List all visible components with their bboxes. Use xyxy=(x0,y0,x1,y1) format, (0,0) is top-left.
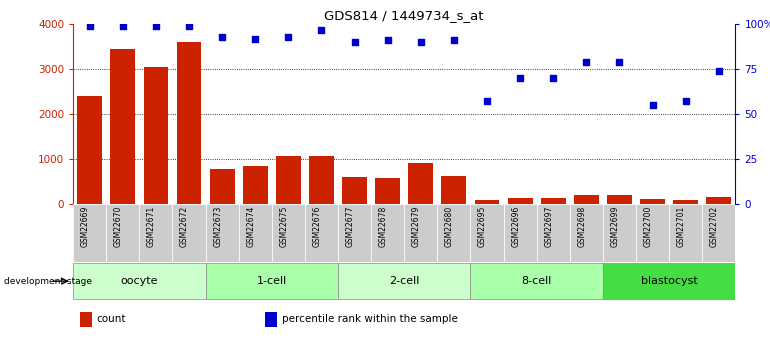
Point xyxy=(680,99,692,104)
Point xyxy=(647,102,659,108)
Text: GSM22674: GSM22674 xyxy=(246,206,256,247)
Bar xyxy=(176,42,202,204)
Text: GSM22678: GSM22678 xyxy=(379,206,388,247)
Point xyxy=(348,39,360,45)
Bar xyxy=(239,204,272,262)
Bar xyxy=(470,204,504,262)
Point xyxy=(480,99,494,104)
Bar xyxy=(338,263,470,299)
Point xyxy=(713,68,725,73)
Text: GSM22672: GSM22672 xyxy=(180,206,189,247)
Bar xyxy=(342,177,367,204)
Text: GSM22700: GSM22700 xyxy=(644,206,653,247)
Text: GSM22702: GSM22702 xyxy=(710,206,719,247)
Text: GSM22673: GSM22673 xyxy=(213,206,223,247)
Bar xyxy=(607,195,632,204)
Bar xyxy=(172,204,206,262)
Text: GSM22695: GSM22695 xyxy=(478,206,487,247)
Text: GSM22697: GSM22697 xyxy=(544,206,554,247)
Bar xyxy=(110,49,136,204)
Bar xyxy=(272,204,305,262)
Bar xyxy=(408,163,434,204)
Point xyxy=(581,59,593,65)
Text: GSM22670: GSM22670 xyxy=(114,206,123,247)
Bar xyxy=(474,199,500,204)
Bar xyxy=(143,67,169,204)
Bar xyxy=(669,204,702,262)
Text: 1-cell: 1-cell xyxy=(256,276,287,286)
Bar xyxy=(504,204,537,262)
Bar xyxy=(603,263,735,299)
Point xyxy=(216,34,229,39)
Bar xyxy=(338,204,371,262)
Bar xyxy=(371,204,404,262)
Bar xyxy=(470,263,603,299)
Point xyxy=(415,39,427,45)
Bar xyxy=(574,195,599,204)
Bar xyxy=(673,200,698,204)
Point xyxy=(149,23,162,29)
Point xyxy=(84,23,96,29)
Bar xyxy=(404,204,437,262)
Bar xyxy=(73,204,106,262)
Point xyxy=(448,38,460,43)
Bar xyxy=(702,204,735,262)
Bar xyxy=(106,204,139,262)
Title: GDS814 / 1449734_s_at: GDS814 / 1449734_s_at xyxy=(324,9,484,22)
Text: GSM22701: GSM22701 xyxy=(677,206,686,247)
Point xyxy=(117,23,129,29)
Bar xyxy=(206,204,239,262)
Text: percentile rank within the sample: percentile rank within the sample xyxy=(282,314,457,324)
Bar xyxy=(541,198,566,204)
Point xyxy=(382,38,394,43)
Bar xyxy=(206,263,338,299)
Bar xyxy=(375,178,400,204)
Bar xyxy=(441,176,467,204)
Bar xyxy=(276,157,301,204)
Point xyxy=(547,75,560,81)
Bar xyxy=(139,204,172,262)
Text: development stage: development stage xyxy=(4,277,92,286)
Bar xyxy=(80,312,92,327)
Text: GSM22677: GSM22677 xyxy=(346,206,354,247)
Bar xyxy=(537,204,570,262)
Point xyxy=(514,75,527,81)
Text: GSM22675: GSM22675 xyxy=(280,206,288,247)
Point xyxy=(249,36,262,41)
Text: GSM22671: GSM22671 xyxy=(147,206,156,247)
Point xyxy=(183,23,196,29)
Bar xyxy=(437,204,470,262)
Bar xyxy=(640,199,665,204)
Bar xyxy=(305,204,338,262)
Text: GSM22698: GSM22698 xyxy=(578,206,587,247)
Bar xyxy=(603,204,636,262)
Text: GSM22669: GSM22669 xyxy=(81,206,90,247)
Text: blastocyst: blastocyst xyxy=(641,276,698,286)
Point xyxy=(614,59,626,65)
Bar xyxy=(209,169,235,204)
Bar xyxy=(636,204,669,262)
Bar xyxy=(77,96,102,204)
Bar xyxy=(243,166,268,204)
Text: GSM22679: GSM22679 xyxy=(412,206,421,247)
Bar xyxy=(73,263,206,299)
Text: GSM22676: GSM22676 xyxy=(313,206,322,247)
Bar xyxy=(570,204,603,262)
Text: 2-cell: 2-cell xyxy=(389,276,420,286)
Text: oocyte: oocyte xyxy=(121,276,158,286)
Text: count: count xyxy=(96,314,126,324)
Bar xyxy=(309,156,334,204)
Text: GSM22696: GSM22696 xyxy=(511,206,521,247)
Text: 8-cell: 8-cell xyxy=(521,276,552,286)
Bar xyxy=(507,198,533,204)
Text: GSM22699: GSM22699 xyxy=(611,206,620,247)
Point xyxy=(282,34,294,39)
Text: GSM22680: GSM22680 xyxy=(445,206,454,247)
Bar xyxy=(265,312,277,327)
Bar xyxy=(706,197,732,204)
Point xyxy=(316,27,328,32)
